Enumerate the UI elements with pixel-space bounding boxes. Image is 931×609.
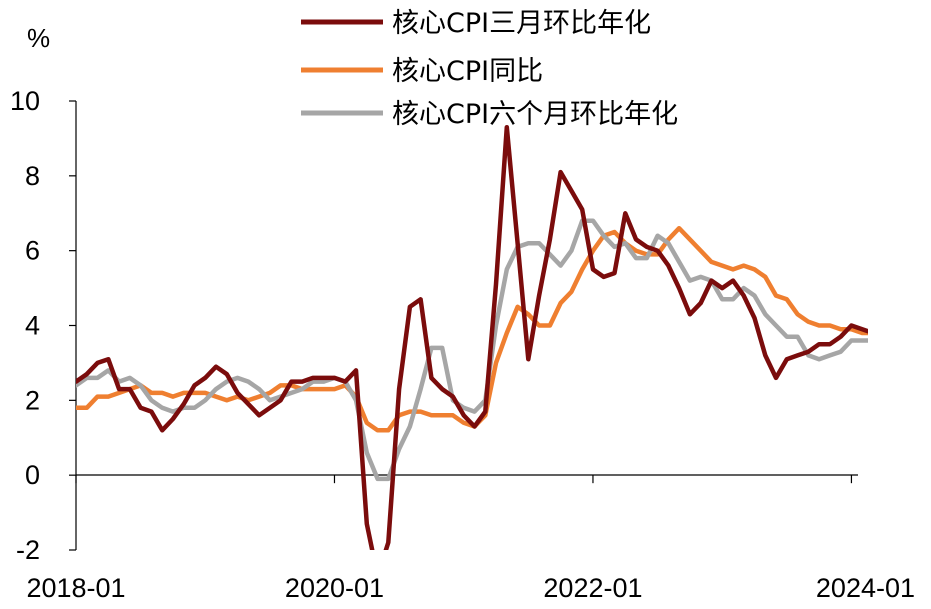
y-tick-label: 2 — [25, 385, 40, 415]
y-tick-label: -2 — [16, 535, 40, 565]
x-tick-label: 2018-01 — [26, 573, 125, 603]
y-unit-label: % — [27, 23, 50, 53]
series-line-0 — [76, 124, 868, 550]
x-tick-label: 2024-01 — [816, 573, 915, 603]
y-axis-ticks: -2 0 2 4 6 8 10 — [10, 86, 76, 565]
x-tick-label: 2022-01 — [543, 573, 642, 603]
y-tick-label: 10 — [10, 86, 40, 116]
legend-label: 核心CPI六个月环比年化 — [392, 99, 678, 130]
x-axis-ticks: 2018-01 2020-01 2022-01 2024-01 — [26, 475, 915, 603]
series-line-1 — [76, 225, 868, 433]
y-tick-label: 8 — [25, 161, 40, 191]
y-tick-label: 6 — [25, 236, 40, 266]
legend-label: 核心CPI三月环比年化 — [392, 8, 651, 39]
legend-label: 核心CPI同比 — [392, 56, 543, 87]
series-layer — [76, 124, 868, 550]
series-line-2 — [76, 218, 868, 482]
y-tick-label: 4 — [25, 311, 40, 341]
x-tick-label: 2020-01 — [285, 573, 384, 603]
y-tick-label: 0 — [25, 460, 40, 490]
